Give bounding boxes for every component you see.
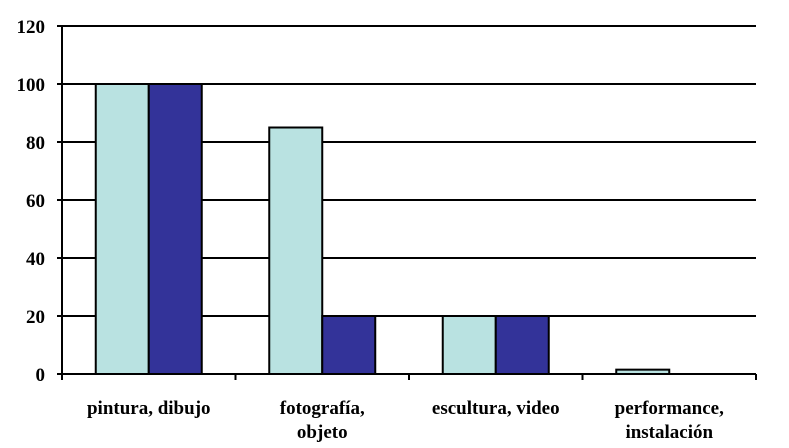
x-tick-label-line: instalación: [625, 422, 713, 443]
y-tick-label: 20: [26, 307, 45, 328]
bars: [94, 83, 671, 375]
bar: [147, 83, 203, 375]
x-tick-label-line: pintura, dibujo: [87, 398, 211, 419]
y-tick-label: 120: [17, 17, 46, 38]
bar: [321, 315, 377, 375]
x-tick-label-line: escultura, video: [432, 398, 560, 419]
x-tick-label: pintura, dibujo: [87, 398, 211, 419]
y-tick-label: 40: [26, 249, 45, 270]
y-tick-label: 100: [17, 75, 46, 96]
tick-labels: 0 20 40 60 80 100 120 pintura, dibujo fotografía…: [17, 17, 725, 443]
bar: [441, 315, 497, 375]
x-tick-label-line: fotografía,: [280, 398, 365, 419]
x-tick-label: escultura, video: [432, 398, 560, 419]
bar: [268, 126, 324, 375]
x-tick-label: fotografía, objeto: [280, 398, 365, 443]
x-tick-label-line: performance,: [615, 398, 724, 419]
bar: [494, 315, 550, 375]
x-tick-label-line: objeto: [297, 422, 348, 443]
y-tick-label: 80: [26, 133, 45, 154]
y-tick-label: 0: [36, 365, 46, 386]
x-tick-label: performance, instalación: [615, 398, 724, 443]
axes: [57, 25, 757, 380]
y-tick-label: 60: [26, 191, 45, 212]
bar: [94, 83, 150, 375]
